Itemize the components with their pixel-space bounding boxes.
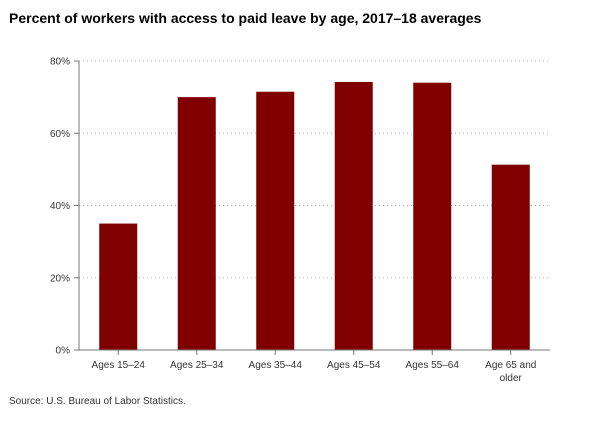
bars <box>99 81 530 351</box>
x-tick-label-line: Ages 55–64 <box>406 360 460 371</box>
chart-title: Percent of workers with access to paid l… <box>9 10 482 26</box>
y-axis: 0% 20% 40% 60% 80% <box>50 57 80 357</box>
x-axis: Ages 15–24 Ages 25–34 Ages 35–44 Ages 45–54… <box>79 349 550 384</box>
bar <box>491 164 530 350</box>
x-tick-label-line: Ages 15–24 <box>92 360 146 371</box>
source-note: Source: U.S. Bureau of Labor Statistics. <box>9 396 186 407</box>
x-tick-label-line: Ages 35–44 <box>249 360 303 371</box>
x-tick-label-line: Ages 45–54 <box>327 360 381 371</box>
x-tick-label-line: Ages 25–34 <box>170 360 224 371</box>
bar <box>99 223 138 350</box>
bar <box>256 91 295 351</box>
x-tick-label: Ages 45–54 <box>327 360 381 371</box>
gridlines <box>79 60 550 279</box>
x-tick-label: Ages 35–44 <box>249 360 303 371</box>
x-tick-label: Ages 55–64 <box>406 360 460 371</box>
y-tick-label: 80% <box>50 57 70 68</box>
bar <box>177 97 216 350</box>
x-tick-label: Age 65 and older <box>485 360 536 384</box>
y-tick-label: 0% <box>56 346 71 357</box>
x-tick-label-line: Age 65 and <box>485 360 536 371</box>
x-tick-label: Ages 25–34 <box>170 360 224 371</box>
x-tick-label-line: older <box>500 373 523 384</box>
bar <box>413 82 452 351</box>
bar <box>334 81 373 350</box>
y-tick-label: 20% <box>50 273 70 284</box>
y-tick-label: 40% <box>50 201 70 212</box>
x-tick-label: Ages 15–24 <box>92 360 146 371</box>
y-tick-label: 60% <box>50 129 70 140</box>
